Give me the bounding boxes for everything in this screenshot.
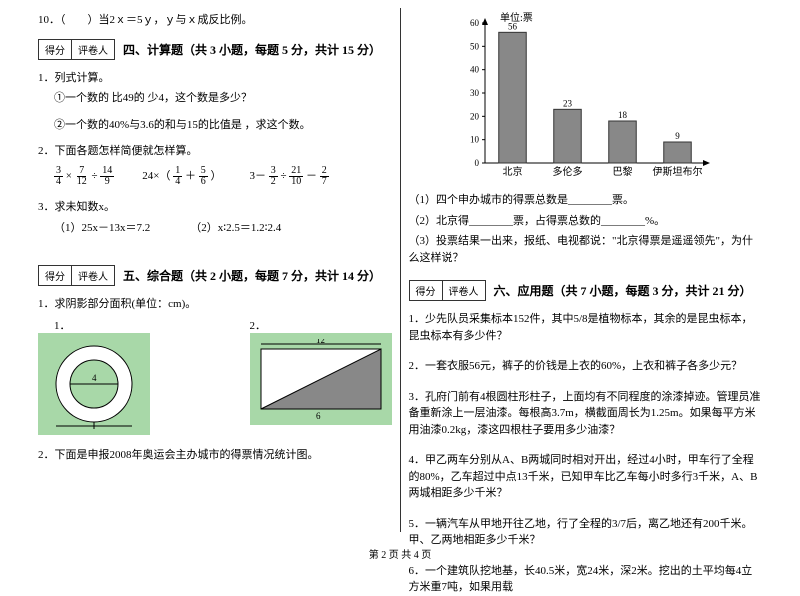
score-box: 得分 评卷人	[38, 39, 115, 60]
svg-text:9: 9	[676, 131, 681, 141]
svg-text:6: 6	[316, 411, 321, 419]
section4-title: 四、计算题（共 3 小题，每题 5 分，共计 15 分）	[123, 41, 381, 58]
grader-label: 评卷人	[72, 40, 114, 59]
chart-q3: （3）投票结果一出来，报纸、电视都说："北京得票是遥遥领先"，为什么这样说？	[409, 233, 763, 266]
fig1-label: 1．	[54, 317, 150, 333]
score-box-6: 得分 评卷人	[409, 280, 486, 301]
s6q1: 1．少先队员采集标本152件，其中5/8是植物标本，其余的是昆虫标本，昆虫标本有…	[409, 311, 763, 344]
s6q6: 6．一个建筑队挖地基，长40.5米，宽24米，深2米。挖出的土平均每4立方米重7…	[409, 563, 763, 596]
svg-text:56: 56	[508, 21, 518, 31]
svg-text:30: 30	[470, 88, 480, 98]
figure-ring: 4 6	[38, 333, 150, 435]
s6q2: 2．一套衣服56元，裤子的价钱是上衣的60%，上衣和裤子各多少元？	[409, 358, 763, 375]
s5q2: 2．下面是申报2008年奥运会主办城市的得票情况统计图。	[38, 447, 392, 464]
s6q5: 5．一辆汽车从甲地开往乙地，行了全程的3/7后，离乙地还有200千米。甲、乙两地…	[409, 516, 763, 549]
s4q3: 3．求未知数x。	[38, 199, 392, 216]
svg-text:4: 4	[92, 373, 97, 383]
s4q2: 2．下面各题怎样简便就怎样算。	[38, 143, 392, 160]
page-footer: 第 2 页 共 4 页	[0, 546, 800, 561]
svg-text:12: 12	[316, 339, 325, 345]
svg-text:50: 50	[470, 41, 480, 51]
expr3: 3－ 32 ÷ 2110 － 27	[249, 166, 328, 187]
q10: 10．（ ）当2ｘ＝5ｙ，ｙ与ｘ成反比例。	[38, 12, 392, 29]
svg-text:0: 0	[475, 158, 480, 168]
svg-text:6: 6	[91, 428, 96, 429]
svg-text:多伦多: 多伦多	[553, 165, 583, 178]
svg-text:18: 18	[618, 110, 628, 120]
s6q3: 3．孔府门前有4根圆柱形柱子，上面均有不同程度的涂漆掉迹。管理员准备重新涂上一层…	[409, 389, 763, 439]
s4q1b: ②一个数的40%与3.6的和与15的比值是 ，求这个数。	[54, 117, 392, 134]
score-box-5: 得分 评卷人	[38, 265, 115, 286]
s4q3a: （1）25x－13x＝7.2	[54, 219, 150, 235]
s4q1: 1．列式计算。	[38, 70, 392, 87]
grader-label: 评卷人	[443, 281, 485, 300]
section6-title: 六、应用题（共 7 小题，每题 3 分，共计 21 分）	[494, 282, 752, 299]
svg-text:60: 60	[470, 18, 480, 28]
svg-text:40: 40	[470, 65, 480, 75]
svg-text:伊斯坦布尔: 伊斯坦布尔	[653, 165, 703, 178]
expr-row: 34 × 712 ÷ 149 24×（ 14 ＋ 56 ） 3－ 32 ÷ 21…	[54, 166, 392, 187]
grader-label: 评卷人	[72, 266, 114, 285]
fig2-label: 2．	[250, 317, 392, 333]
figure-triangle: 12 6	[250, 333, 392, 425]
chart-q1: （1）四个申办城市的得票总数是________票。	[409, 192, 763, 209]
svg-text:23: 23	[563, 98, 573, 108]
svg-text:10: 10	[470, 135, 480, 145]
svg-text:巴黎: 巴黎	[613, 165, 633, 178]
bar-chart: 0102030405060单位:票56北京23多伦多18巴黎9伊斯坦布尔	[455, 8, 715, 188]
svg-text:北京: 北京	[503, 165, 523, 178]
score-label: 得分	[410, 281, 443, 300]
expr2: 24×（ 14 ＋ 56 ）	[142, 166, 221, 187]
section5-title: 五、综合题（共 2 小题，每题 7 分，共计 14 分）	[123, 267, 381, 284]
s4q1a: ①一个数的 比49的 少4，这个数是多少？	[54, 90, 392, 107]
svg-text:20: 20	[470, 111, 480, 121]
chart-q2: （2）北京得________票，占得票总数的________%。	[409, 213, 763, 230]
score-label: 得分	[39, 266, 72, 285]
score-label: 得分	[39, 40, 72, 59]
s4q3b: （2）x∶2.5＝1.2∶2.4	[190, 219, 281, 235]
s6q4: 4．甲乙两车分别从A、B两城同时相对开出，经过4小时，甲车行了全程的80%，乙车…	[409, 452, 763, 502]
expr1: 34 × 712 ÷ 149	[54, 166, 114, 187]
s5q1: 1．求阴影部分面积(单位：cm)。	[38, 296, 392, 313]
